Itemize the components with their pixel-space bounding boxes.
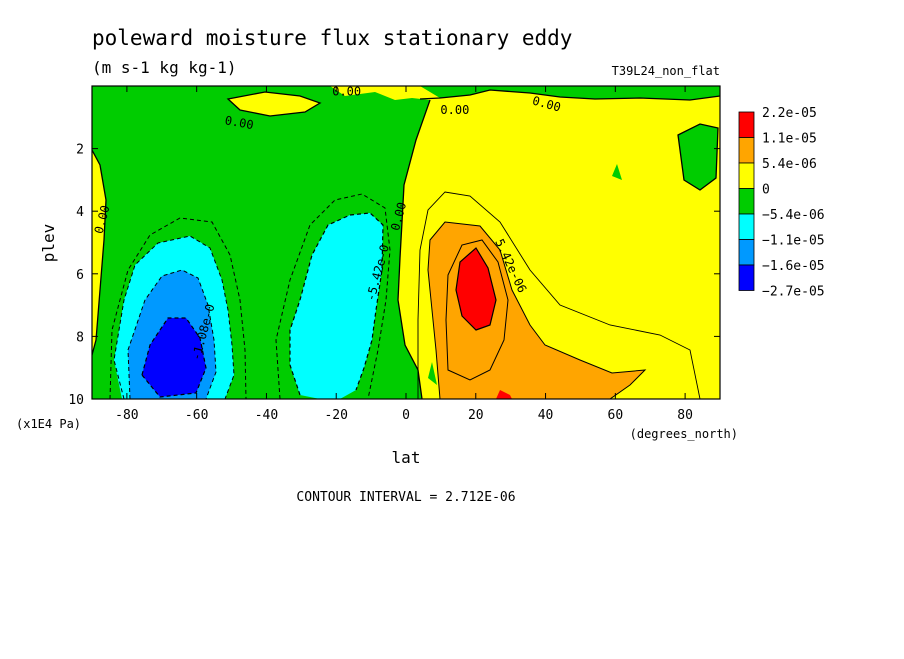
y-tick-label: 4 — [76, 205, 84, 220]
contour-zero-central — [397, 99, 431, 399]
x-tick-label: -80 — [115, 408, 138, 423]
contour-lines — [92, 89, 720, 399]
y-tick-label: 6 — [76, 268, 84, 283]
fill-green-patch-low — [428, 362, 437, 385]
y-axis-label: plev — [39, 224, 58, 263]
contour-zero-south — [92, 149, 107, 356]
x-tick-label: 40 — [538, 408, 554, 423]
fill-blue-deep — [142, 318, 206, 397]
contour-neg-dashed-3 — [127, 269, 217, 399]
x-tick-label: -20 — [324, 408, 347, 423]
x-axis-label: lat — [392, 448, 421, 467]
y-tick-label: 10 — [68, 393, 84, 408]
colorbar-swatch — [738, 239, 755, 266]
contour-label: 0.00 — [332, 84, 361, 98]
contour-pos-solid-4 — [455, 247, 497, 331]
contour-zero-top — [226, 91, 322, 117]
fill-red-core — [456, 248, 496, 330]
contour-zero-top-right — [419, 89, 720, 101]
colorbar-label: 0 — [762, 183, 770, 198]
x-tick-label: 0 — [402, 408, 410, 423]
x-tick-label: 20 — [468, 408, 484, 423]
colorbar-swatch — [738, 162, 755, 189]
colorbar-swatch — [738, 188, 755, 215]
colorbar-swatch — [738, 111, 755, 138]
colorbar-swatch — [738, 264, 755, 291]
x-axis-units: (degrees_north) — [630, 427, 738, 441]
contour-interval-note: CONTOUR INTERVAL = 2.712E-06 — [296, 490, 515, 505]
contour-pos-solid-1 — [417, 191, 701, 399]
x-axis: -80 -60 -40 -20 0 20 40 60 80 — [115, 86, 693, 423]
contour-label: 0.00 — [224, 113, 255, 132]
colorbar-legend: 2.2e-05 1.1e-05 5.4e-06 0 −5.4e-06 −1.1e-05 −1… — [738, 106, 825, 300]
x-tick-label: -60 — [185, 408, 208, 423]
contour-neg-dashed-6 — [289, 212, 384, 396]
contour-neg-dashed-4 — [141, 317, 207, 398]
fill-green-patch-east — [678, 124, 718, 190]
chart-subtitle: (m s-1 kg kg-1) — [92, 58, 237, 77]
colorbar-swatch — [738, 137, 755, 164]
contour-neg-dashed-5 — [275, 193, 391, 399]
fill-yellow-hole-top — [228, 92, 320, 116]
y-axis: 2 4 6 8 10 — [68, 143, 720, 408]
colorbar-label: 2.2e-05 — [762, 106, 817, 121]
contour-label: 0.00 — [440, 103, 469, 117]
fill-green-top-right — [420, 86, 720, 100]
colorbar-label: −1.1e-05 — [762, 234, 825, 249]
y-axis-units: (x1E4 Pa) — [16, 417, 81, 431]
colorbar-label: 1.1e-05 — [762, 132, 817, 147]
contour-neg-dashed-1 — [109, 217, 247, 399]
colorbar-swatch — [738, 213, 755, 240]
contour-zero-east-patch — [677, 123, 719, 191]
contour-pos-solid-3 — [445, 239, 509, 381]
x-tick-label: 80 — [677, 408, 693, 423]
colorbar-label: −1.6e-05 — [762, 259, 825, 274]
plot-area: 0.000.000.00 0.000.00 0.005.42e-06-5.42e-0… — [92, 84, 720, 399]
fill-yellow-left-edge — [92, 150, 106, 355]
chart-title: poleward moisture flux stationary eddy — [92, 26, 572, 50]
contour-neg-dashed-2 — [113, 235, 235, 399]
colorbar-label: −2.7e-05 — [762, 285, 825, 300]
fill-green-patch-small — [612, 164, 622, 180]
y-tick-label: 2 — [76, 143, 84, 158]
fill-cyan-central — [290, 213, 383, 399]
fill-red-small — [496, 390, 512, 399]
run-label: T39L24_non_flat — [612, 64, 720, 78]
x-tick-label: 60 — [608, 408, 624, 423]
colorbar-label: 5.4e-06 — [762, 157, 817, 172]
colorbar-label: −5.4e-06 — [762, 208, 825, 223]
contour-pos-solid-2 — [427, 221, 647, 399]
x-tick-label: -40 — [255, 408, 278, 423]
y-tick-label: 8 — [76, 330, 84, 345]
